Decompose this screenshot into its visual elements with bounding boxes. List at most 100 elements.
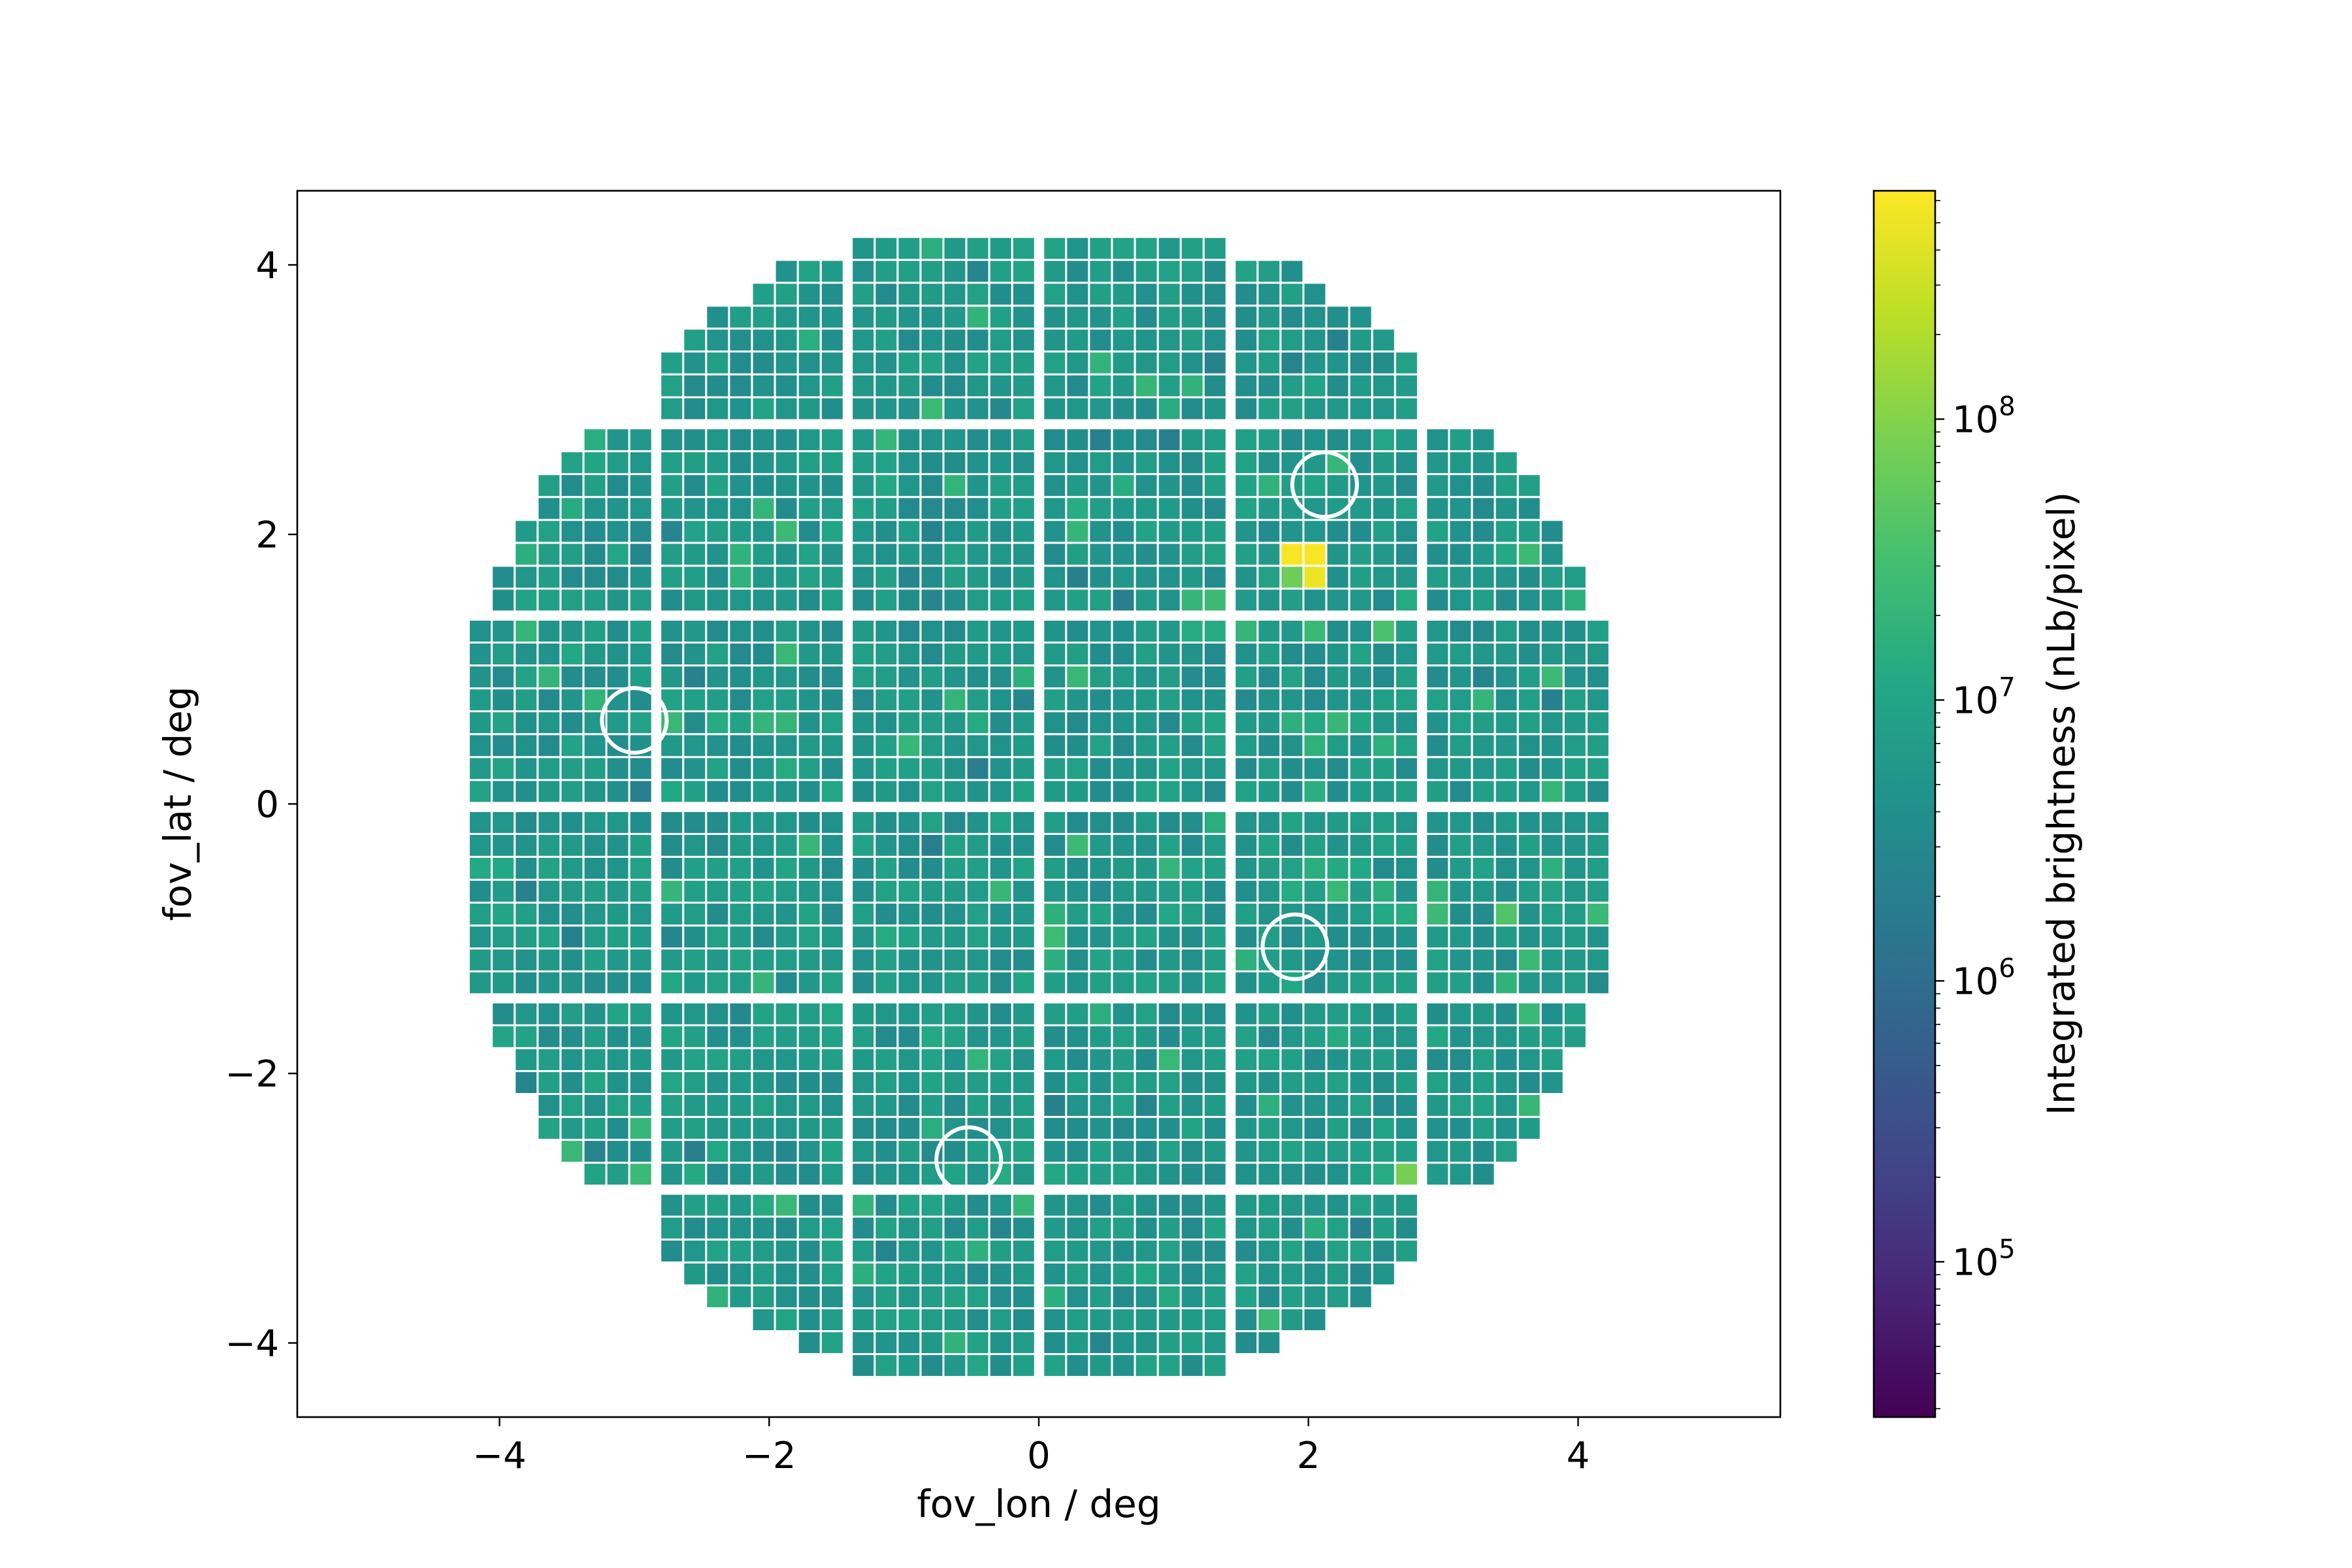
camera-pixel — [730, 1164, 751, 1185]
camera-pixel — [776, 1286, 797, 1307]
camera-pixel — [798, 1309, 820, 1330]
camera-pixel — [607, 972, 629, 994]
camera-pixel — [561, 1026, 583, 1047]
camera-pixel — [821, 1194, 843, 1216]
camera-pixel — [921, 712, 943, 734]
camera-pixel — [1450, 475, 1471, 497]
camera-pixel — [990, 972, 1011, 994]
camera-pixel — [1113, 544, 1134, 565]
camera-pixel — [776, 834, 797, 856]
camera-pixel — [515, 881, 537, 902]
camera-pixel — [853, 949, 874, 971]
camera-pixel — [776, 352, 797, 374]
camera-pixel — [821, 621, 843, 642]
camera-pixel — [1113, 949, 1134, 971]
camera-pixel — [1067, 238, 1088, 259]
camera-pixel — [1427, 904, 1448, 925]
camera-pixel — [1044, 926, 1066, 948]
camera-pixel — [661, 544, 683, 565]
camera-pixel — [630, 926, 651, 948]
camera-pixel — [776, 1164, 797, 1185]
camera-pixel — [753, 735, 774, 757]
camera-pixel — [875, 926, 897, 948]
camera-pixel — [1304, 758, 1326, 779]
x-tick-label: 4 — [1567, 1435, 1590, 1477]
camera-pixel — [1204, 781, 1226, 802]
camera-pixel — [1327, 329, 1348, 351]
camera-pixel — [944, 858, 966, 879]
camera-pixel — [630, 666, 651, 688]
camera-pixel — [561, 452, 583, 474]
camera-pixel — [1450, 1003, 1471, 1024]
camera-pixel — [1541, 544, 1563, 565]
camera-pixel — [1281, 261, 1303, 282]
camera-pixel — [1135, 1263, 1157, 1284]
camera-pixel — [898, 1118, 920, 1139]
camera-pixel — [776, 1141, 797, 1162]
camera-pixel — [1067, 881, 1088, 902]
camera-pixel — [1396, 1072, 1417, 1093]
camera-pixel — [1373, 589, 1394, 611]
camera-pixel — [493, 589, 514, 611]
camera-pixel — [1258, 566, 1280, 588]
camera-pixel — [1181, 1141, 1203, 1162]
camera-pixel — [875, 666, 897, 688]
camera-pixel — [1396, 589, 1417, 611]
camera-pixel — [1135, 498, 1157, 519]
camera-pixel — [990, 475, 1011, 497]
camera-pixel — [470, 735, 491, 757]
camera-pixel — [1450, 1026, 1471, 1047]
camera-pixel — [944, 498, 966, 519]
camera-pixel — [1013, 261, 1034, 282]
camera-pixel — [1373, 666, 1394, 688]
camera-pixel — [1396, 1003, 1417, 1024]
camera-pixel — [898, 621, 920, 642]
camera-pixel — [1373, 621, 1394, 642]
camera-pixel — [990, 1072, 1011, 1093]
camera-pixel — [753, 1194, 774, 1216]
camera-pixel — [607, 949, 629, 971]
camera-pixel — [1495, 689, 1517, 711]
camera-pixel — [1304, 1095, 1326, 1116]
camera-pixel — [1067, 621, 1088, 642]
camera-pixel — [1427, 949, 1448, 971]
camera-pixel — [967, 811, 988, 833]
camera-pixel — [1013, 329, 1034, 351]
camera-pixel — [1113, 1240, 1134, 1262]
camera-pixel — [1044, 238, 1066, 259]
camera-pixel — [1473, 858, 1494, 879]
camera-pixel — [1450, 758, 1471, 779]
camera-pixel — [1350, 689, 1371, 711]
camera-pixel — [1090, 238, 1111, 259]
camera-pixel — [1495, 621, 1517, 642]
camera-pixel — [1158, 858, 1180, 879]
camera-pixel — [1044, 566, 1066, 588]
camera-pixel — [1541, 904, 1563, 925]
x-axis-label: fov_lon / deg — [917, 1482, 1160, 1526]
camera-pixel — [898, 375, 920, 397]
camera-pixel — [921, 758, 943, 779]
camera-pixel — [1135, 521, 1157, 542]
camera-pixel — [967, 284, 988, 305]
camera-pixel — [1373, 1026, 1394, 1047]
camera-pixel — [898, 904, 920, 925]
camera-pixel — [1373, 1164, 1394, 1185]
camera-pixel — [1090, 1263, 1111, 1284]
camera-pixel — [684, 858, 706, 879]
camera-pixel — [561, 735, 583, 757]
camera-pixel — [776, 1095, 797, 1116]
camera-pixel — [607, 758, 629, 779]
camera-pixel — [1327, 926, 1348, 948]
camera-pixel — [1067, 949, 1088, 971]
camera-pixel — [1350, 1240, 1371, 1262]
camera-pixel — [1090, 949, 1111, 971]
camera-pixel — [1427, 858, 1448, 879]
camera-pixel — [561, 1072, 583, 1093]
camera-pixel — [538, 1049, 560, 1070]
camera-pixel — [1258, 452, 1280, 474]
camera-pixel — [1495, 781, 1517, 802]
camera-pixel — [1044, 329, 1066, 351]
camera-pixel — [898, 811, 920, 833]
camera-pixel — [1281, 881, 1303, 902]
